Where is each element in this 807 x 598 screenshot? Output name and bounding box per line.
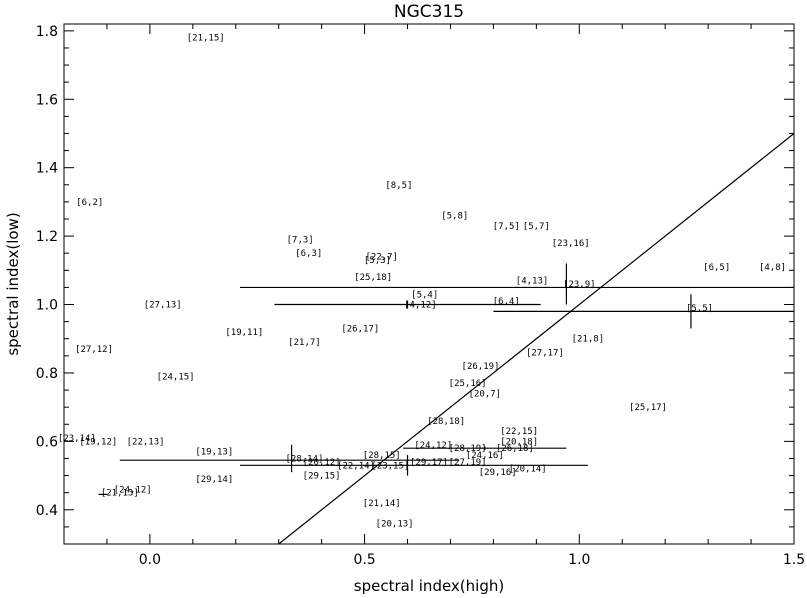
data-point-label: [24,15]	[157, 372, 195, 382]
data-point-label: [23,16]	[552, 239, 590, 249]
data-point-label: [26,19]	[462, 362, 500, 372]
data-point-label: [7,5]	[493, 222, 520, 232]
axes: 0.0 0.5 1.0 1.5 0.4 0.6 0.8 1.0 1.2 1.4 1.6 1.8	[36, 23, 805, 568]
data-point-label: [27,12]	[75, 345, 113, 355]
data-point-label: [29,15]	[303, 472, 341, 482]
y-tick-label: 1.2	[36, 229, 58, 245]
data-point-label: [25,16]	[449, 379, 487, 389]
data-point-label: [24,12]	[414, 441, 452, 451]
y-tick-label: 1.4	[36, 161, 58, 177]
data-point-label: [22,13]	[127, 437, 165, 447]
data-point-label: [4,8]	[759, 263, 786, 273]
data-point-label: [5,3]	[364, 256, 391, 266]
data-point-label: [23,15]	[371, 461, 409, 471]
data-point-label: [28,15]	[363, 451, 401, 461]
data-point-label: [4,12]	[404, 301, 437, 311]
data-point-label: [27,17]	[526, 348, 564, 358]
y-tick-label: 1.0	[36, 298, 58, 314]
data-point-label: [21,15]	[187, 34, 225, 44]
data-point-label: [8,5]	[385, 181, 412, 191]
data-point-label: [22,15]	[500, 427, 538, 437]
data-point-label: [5,4]	[411, 290, 438, 300]
x-axis-label: spectral index(high)	[354, 577, 504, 595]
data-point-label: [28,19]	[449, 444, 487, 454]
data-point-label: [20,7]	[469, 389, 502, 399]
data-point-label: [26,18]	[496, 444, 534, 454]
data-point-label: [6,3]	[295, 249, 322, 259]
data-point-label: [7,3]	[287, 236, 314, 246]
y-tick-label: 1.8	[36, 24, 58, 40]
data-point-label: [5,5]	[686, 304, 713, 314]
y-tick-label: 0.6	[36, 434, 58, 450]
data-point-label: [5,7]	[523, 222, 550, 232]
data-point-label: [27,13]	[144, 301, 182, 311]
reference-line-y-equals-x	[278, 133, 795, 545]
data-point-label: [21,14]	[363, 499, 401, 509]
data-points: [21,15] [6,2] [8,5] [5,8] [7,5] [5,7] [7,3] [23…	[58, 34, 786, 530]
data-point-label: [20,12]	[303, 458, 341, 468]
x-tick-label: 1.0	[568, 552, 590, 568]
data-point-label: [20,18]	[500, 437, 538, 447]
data-point-label: [25,17]	[629, 403, 667, 413]
data-point-label: [20,14]	[509, 465, 547, 475]
data-point-label: [25,18]	[354, 273, 392, 283]
y-tick-label: 0.4	[36, 503, 58, 519]
x-tick-label: 0.0	[139, 552, 161, 568]
data-point-label: [6,4]	[493, 297, 520, 307]
data-point-label: [19,13]	[195, 448, 233, 458]
y-tick-label: 1.6	[36, 92, 58, 108]
data-point-label: [4,13]	[516, 277, 549, 287]
data-point-label: [19,12]	[79, 437, 117, 447]
error-bars	[98, 263, 794, 495]
data-point-label: [24,12]	[114, 485, 152, 495]
data-point-label: [28,14]	[286, 454, 324, 464]
data-point-label: [19,11]	[225, 328, 263, 338]
x-tick-label: 0.5	[353, 552, 375, 568]
data-point-label: [23,9]	[563, 280, 596, 290]
data-point-label: [20,13]	[376, 519, 414, 529]
data-point-label: [29,16]	[479, 468, 517, 478]
data-point-label: [21,13]	[101, 489, 139, 499]
data-point-label: [21,8]	[572, 335, 605, 345]
data-point-label: [28,18]	[427, 417, 465, 427]
chart-title: NGC315	[394, 2, 464, 22]
data-point-label: [27,19]	[449, 458, 487, 468]
y-tick-label: 0.8	[36, 366, 58, 382]
data-point-label: [29,17]	[410, 458, 448, 468]
data-point-label: [23,14]	[58, 434, 96, 444]
x-tick-label: 1.5	[783, 552, 805, 568]
y-axis-label: spectral index(low)	[4, 212, 22, 355]
data-point-label: [22,14]	[337, 461, 375, 471]
plot-frame	[63, 23, 795, 545]
data-point-label: [24,16]	[466, 451, 504, 461]
data-point-label: [21,7]	[288, 338, 321, 348]
data-point-label: [6,5]	[703, 263, 730, 273]
reference-line-layer	[278, 133, 795, 545]
data-point-label: [6,2]	[76, 198, 103, 208]
data-point-label: [5,8]	[441, 212, 468, 222]
data-point-label: [26,17]	[341, 324, 379, 334]
data-point-label: [29,14]	[195, 475, 233, 485]
data-point-label: [22,7]	[366, 253, 399, 263]
